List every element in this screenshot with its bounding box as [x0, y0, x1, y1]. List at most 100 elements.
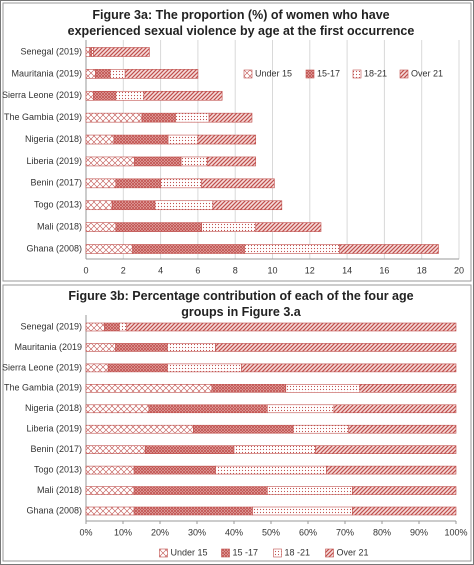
- y-tick-label: Senegal (2019): [20, 321, 82, 331]
- bar-segment: [85, 134, 115, 145]
- bar-segment: [85, 156, 135, 167]
- x-tick-label: 30%: [188, 527, 206, 537]
- bar-segment: [95, 69, 111, 79]
- x-tick-label: 18: [417, 265, 427, 275]
- bar-segment: [206, 156, 257, 167]
- bar-segment: [255, 222, 322, 232]
- x-tick-label: 100%: [444, 527, 467, 537]
- y-tick-label: Liberia (2019): [26, 156, 82, 166]
- bar-segment: [208, 112, 253, 123]
- x-tick-label: 8: [233, 265, 238, 275]
- x-tick-label: 10%: [114, 527, 132, 537]
- x-tick-label: 12: [305, 265, 315, 275]
- y-tick-label: Mauritania (2019): [11, 68, 82, 78]
- bar-segment: [85, 404, 150, 414]
- bar-segment: [167, 343, 216, 352]
- x-tick-label: 20: [454, 265, 464, 275]
- chart-title: Figure 3a: The proportion (%) of women w…: [67, 8, 415, 38]
- x-tick-label: 90%: [410, 527, 428, 537]
- bar-segment: [133, 465, 216, 475]
- legend-swatch: [273, 548, 282, 558]
- bar-segment: [115, 90, 145, 101]
- bar-segment: [85, 47, 91, 57]
- bar-segment: [167, 363, 242, 373]
- bar-segment: [292, 424, 350, 434]
- bar-segment: [352, 506, 457, 516]
- y-tick-label: Mauritania (2019: [14, 342, 82, 352]
- bar-segment: [124, 69, 199, 79]
- x-tick-label: 50%: [262, 527, 280, 537]
- y-tick-label: Liberia (2019): [26, 424, 82, 434]
- bar-segment: [85, 322, 105, 332]
- bar-segment: [85, 222, 117, 232]
- bar-segment: [93, 90, 117, 101]
- bar-segment: [85, 200, 113, 211]
- bar-segment: [154, 200, 214, 211]
- y-tick-label: Togo (2013): [34, 200, 82, 210]
- bar-segment: [244, 244, 340, 254]
- bar-segment: [104, 322, 120, 332]
- bar-segment: [148, 404, 268, 414]
- bar-segment: [352, 486, 457, 495]
- y-tick-label: Mali (2018): [37, 485, 82, 495]
- chart-title: Figure 3b: Percentage contribution of ea…: [68, 289, 414, 319]
- y-tick-label: Nigeria (2018): [25, 403, 82, 413]
- x-tick-label: 2: [121, 265, 126, 275]
- legend-label: Over 21: [337, 547, 369, 557]
- bar-segment: [241, 363, 457, 373]
- bar-segment: [85, 506, 135, 516]
- bar-segment: [119, 322, 128, 332]
- panel: [2, 284, 472, 562]
- legend-label: Under 15: [255, 68, 292, 78]
- bar-segment: [132, 244, 245, 254]
- bar-segment: [201, 222, 257, 232]
- y-tick-label: Ghana (2008): [26, 243, 82, 253]
- bar-segment: [266, 404, 335, 414]
- legend-swatch: [305, 69, 315, 79]
- bar-segment: [133, 486, 268, 495]
- bar-segment: [126, 322, 457, 332]
- y-tick-label: Ghana (2008): [26, 505, 82, 515]
- bar-segment: [160, 178, 202, 189]
- bar-segment: [115, 178, 161, 189]
- bar-segment: [85, 69, 96, 79]
- bar-segment: [93, 47, 150, 57]
- bar-segment: [348, 424, 457, 434]
- y-tick-label: Benin (2017): [30, 444, 82, 454]
- y-tick-label: Sierra Leone (2019): [2, 362, 82, 372]
- bar-segment: [359, 384, 457, 393]
- bar-segment: [211, 384, 287, 393]
- legend-label: 15 -17: [233, 547, 259, 557]
- bar-segment: [85, 363, 109, 373]
- legend-label: Over 21: [411, 68, 443, 78]
- bar-segment: [85, 178, 117, 189]
- bar-segment: [85, 424, 194, 434]
- bar-segment: [233, 445, 316, 454]
- x-tick-label: 40%: [225, 527, 243, 537]
- bar-segment: [315, 445, 457, 454]
- bar-segment: [85, 465, 135, 475]
- panel: [2, 2, 472, 282]
- legend-swatch: [243, 69, 253, 79]
- bar-segment: [133, 506, 253, 516]
- bar-segment: [144, 445, 235, 454]
- bar-segment: [201, 178, 275, 189]
- y-tick-label: Senegal (2019): [20, 46, 82, 56]
- bar-segment: [85, 244, 133, 254]
- bar-segment: [252, 506, 353, 516]
- bar-segment: [85, 384, 213, 393]
- x-tick-label: 80%: [373, 527, 391, 537]
- legend-swatch: [221, 548, 230, 558]
- legend-label: 18 -21: [285, 547, 311, 557]
- bar-segment: [197, 134, 257, 145]
- x-tick-label: 6: [195, 265, 200, 275]
- bar-segment: [215, 465, 327, 475]
- bar-segment: [107, 363, 168, 373]
- legend-label: 18-21: [364, 68, 387, 78]
- bar-segment: [180, 156, 208, 167]
- bar-segment: [143, 90, 223, 101]
- y-tick-label: Benin (2017): [30, 178, 82, 188]
- y-tick-label: Nigeria (2018): [25, 134, 82, 144]
